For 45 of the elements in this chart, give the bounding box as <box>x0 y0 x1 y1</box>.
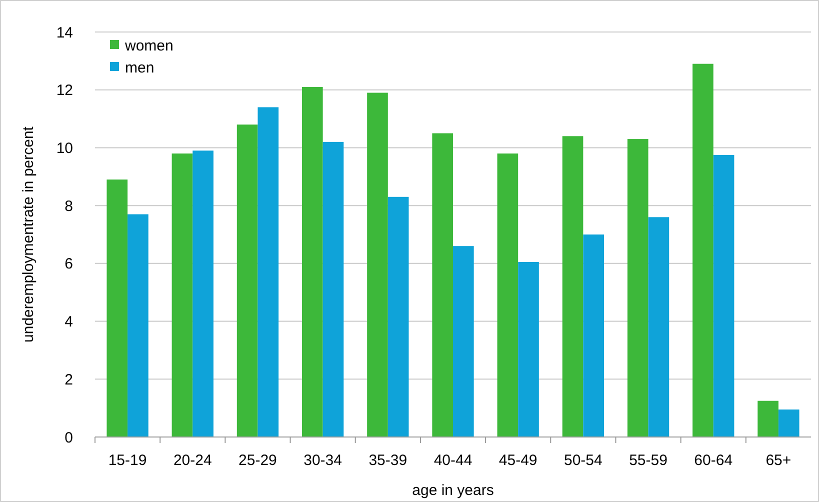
bar <box>692 64 714 437</box>
bar <box>453 246 474 437</box>
bar <box>713 154 734 437</box>
legend-label: women <box>124 37 174 54</box>
y-tick-label: 12 <box>56 82 73 100</box>
x-tick-label: 50-54 <box>564 452 602 469</box>
x-tick-label: 40-44 <box>434 452 472 469</box>
bar <box>648 217 670 437</box>
bar <box>758 400 778 437</box>
bar <box>367 92 388 437</box>
x-tick-label: 65+ <box>766 452 792 469</box>
bar <box>778 410 800 437</box>
bar <box>192 150 214 437</box>
bar <box>302 86 323 437</box>
bar <box>258 107 279 437</box>
bar <box>388 196 409 437</box>
bar <box>172 154 193 437</box>
y-tick-label: 6 <box>64 256 73 273</box>
x-tick-label: 35-39 <box>368 452 408 469</box>
bar <box>627 139 648 437</box>
x-tick-label: 30-34 <box>304 452 342 469</box>
y-tick-label: 10 <box>56 140 73 157</box>
bar <box>128 214 148 437</box>
y-axis-title: underemploymentrate in percent <box>20 126 37 342</box>
x-tick-label: 60-64 <box>694 452 733 469</box>
y-tick-label: 2 <box>64 371 73 388</box>
bar <box>236 124 258 437</box>
x-tick-label: 45-49 <box>498 452 538 469</box>
y-tick-label: 8 <box>64 198 73 215</box>
legend-label: men <box>125 59 154 76</box>
y-tick-label: 0 <box>64 429 73 446</box>
x-tick-label: 25-29 <box>238 452 277 469</box>
y-tick-label: 4 <box>64 314 73 331</box>
x-tick-label: 20-24 <box>173 452 212 469</box>
bar <box>322 142 344 437</box>
x-axis-title: age in years <box>412 482 494 499</box>
x-tick-label: 55-59 <box>629 452 668 469</box>
bar <box>518 262 539 437</box>
bar <box>106 180 128 437</box>
bar <box>562 136 584 437</box>
bar <box>497 154 518 437</box>
x-tick-label: 15-19 <box>108 452 147 469</box>
y-tick-label: 14 <box>56 24 73 42</box>
bar <box>583 234 604 437</box>
bar <box>432 133 453 437</box>
